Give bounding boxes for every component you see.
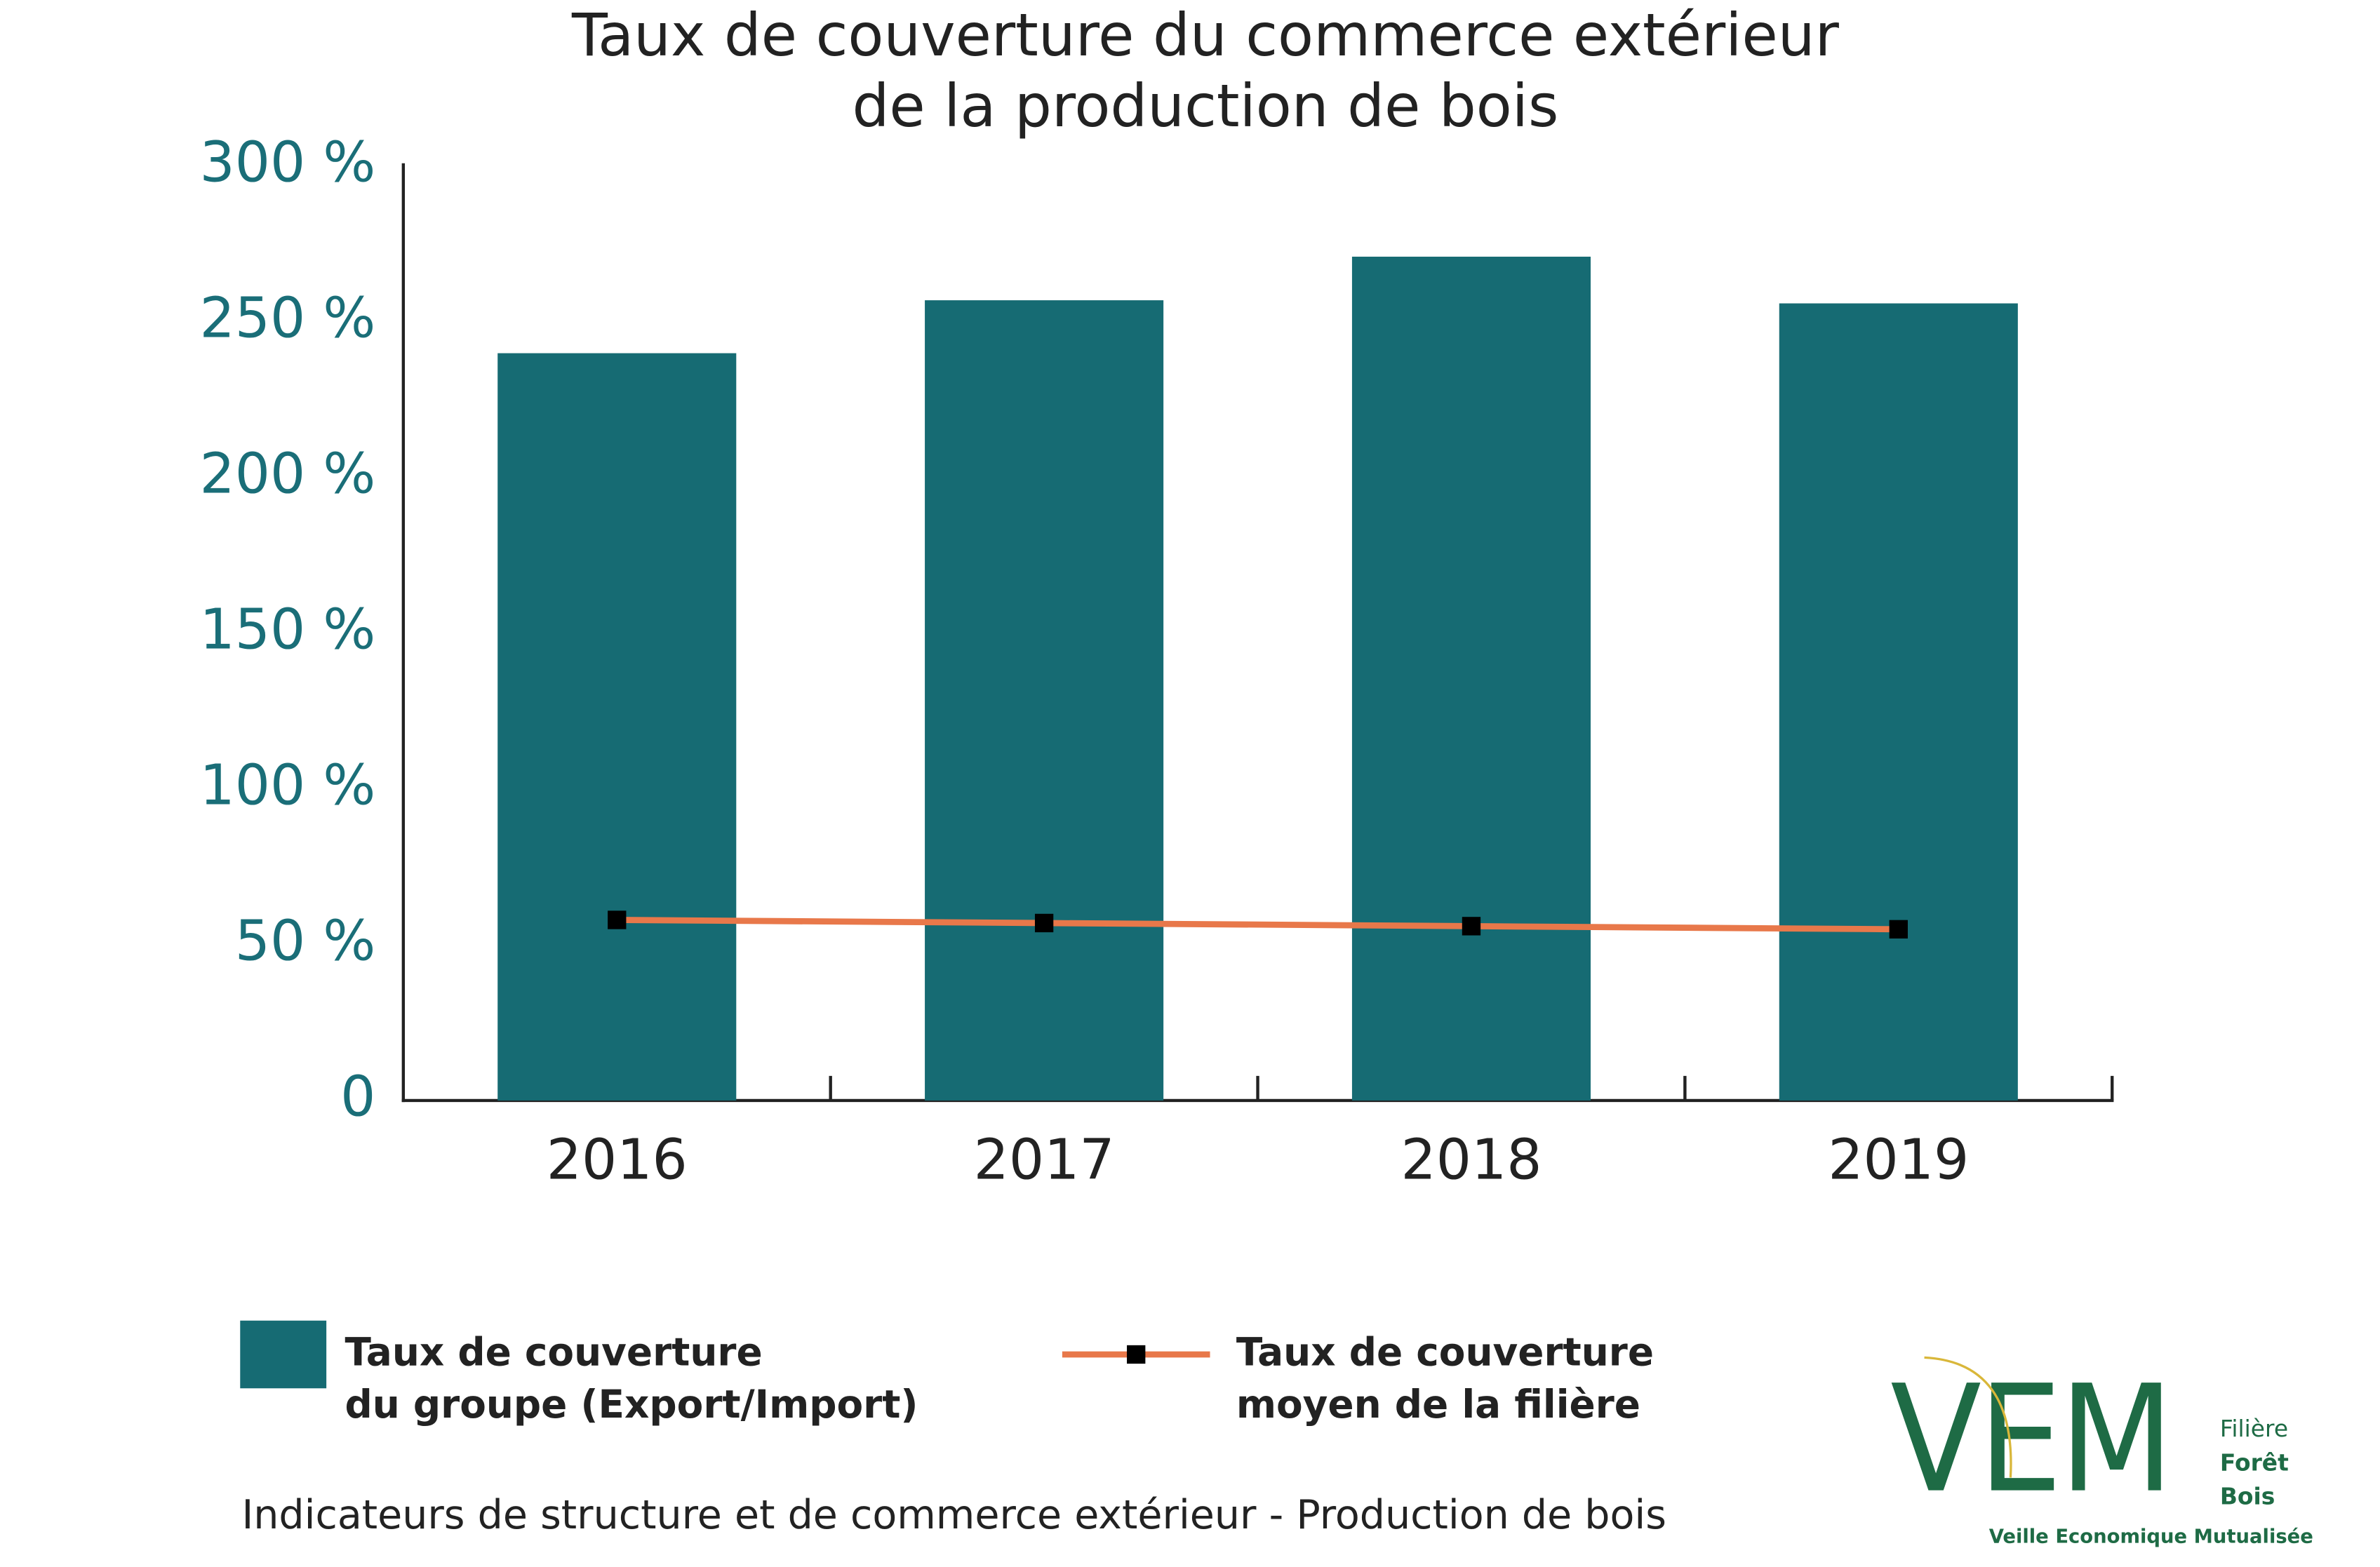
x-tick-label: 2019 (1828, 1127, 1969, 1192)
legend-swatch (240, 1320, 327, 1389)
y-tick-label: 250 % (199, 286, 375, 351)
x-tick-label: 2016 (547, 1127, 688, 1192)
bar (1351, 256, 1591, 1101)
y-tick-label: 300 % (199, 130, 375, 195)
x-tick-label: 2017 (974, 1127, 1115, 1192)
y-tick-label: 200 % (199, 442, 375, 506)
marker (1889, 920, 1908, 939)
line (617, 917, 1899, 933)
legend-box: Taux de couverture moyen de la filière (1236, 1329, 1654, 1427)
bar (497, 353, 737, 1101)
bar (1779, 303, 2018, 1101)
legend-label: Taux de couverture moyen de la filière (1236, 1329, 1654, 1427)
logo-mark: VEM (1890, 1353, 2171, 1526)
marker (608, 910, 627, 929)
logo: VEM Filière Forêt Bois Veille Economique… (1890, 1353, 2313, 1548)
logo-tagline: Veille Economique Mutualisée (1989, 1526, 2313, 1548)
y-tick-label: 150 % (199, 598, 375, 662)
y-tick-label: 0 (340, 1064, 375, 1129)
legend-label: Taux de couverture du groupe (Export/Imp… (345, 1329, 918, 1427)
logo-line: Filière (2220, 1415, 2288, 1442)
marker (1034, 913, 1054, 933)
x-tick-label: 2018 (1400, 1127, 1542, 1192)
logo-line: Bois (2220, 1483, 2275, 1510)
legend-box: Taux de couverture du groupe (Export/Imp… (345, 1329, 918, 1427)
logo-arc (1924, 1356, 2012, 1478)
legend-swatch (1127, 1345, 1146, 1364)
logo-line: Forêt (2220, 1448, 2289, 1476)
y-tick-label: 100 % (199, 753, 375, 818)
footer: Indicateurs de structure et de commerce … (241, 1492, 1666, 1538)
title-box: Taux de couverture du commerce extérieur… (571, 1, 1839, 140)
chart-title: Taux de couverture du commerce extérieur… (571, 1, 1839, 140)
y-tick-label: 50 % (235, 908, 376, 973)
marker (1462, 917, 1481, 936)
bar (925, 300, 1164, 1101)
